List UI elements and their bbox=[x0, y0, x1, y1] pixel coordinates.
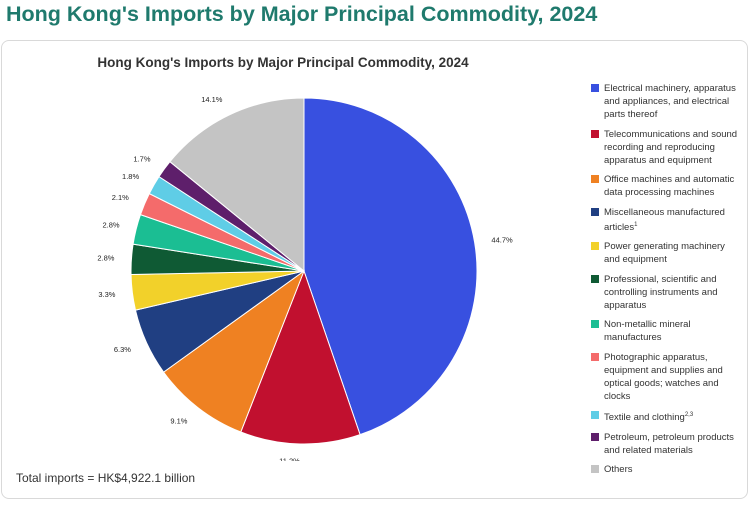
legend-item[interactable]: Petroleum, petroleum products and relate… bbox=[591, 431, 741, 457]
legend-footnote-marker: 1 bbox=[634, 221, 638, 228]
legend-label: Others bbox=[604, 464, 633, 476]
slice-value-label: 2.1% bbox=[112, 193, 129, 202]
legend-swatch bbox=[591, 129, 599, 138]
legend-swatch bbox=[591, 411, 599, 420]
legend-label: Textile and clothing2,3 bbox=[604, 412, 694, 424]
legend-footnote-marker: 2,3 bbox=[684, 412, 694, 419]
legend-swatch bbox=[591, 274, 599, 283]
slice-value-label: 9.1% bbox=[170, 417, 187, 426]
slice-value-label: 6.3% bbox=[114, 345, 131, 354]
slice-value-label: 11.2% bbox=[279, 456, 300, 461]
legend-swatch bbox=[591, 242, 599, 251]
legend-swatch bbox=[591, 84, 599, 92]
legend-label: Electrical machinery, apparatus and appl… bbox=[604, 83, 736, 120]
pie-slice[interactable] bbox=[240, 269, 361, 445]
legend-swatch bbox=[591, 175, 599, 183]
legend-swatch bbox=[591, 207, 599, 216]
legend-label: Power generating machinery and equipment bbox=[604, 241, 725, 266]
slice-value-label: 2.8% bbox=[97, 254, 114, 263]
legend-label: Petroleum, petroleum products and relate… bbox=[604, 431, 734, 456]
slice-value-label: 2.8% bbox=[103, 221, 120, 230]
pie-slice[interactable] bbox=[162, 269, 306, 433]
slice-value-label: 1.8% bbox=[122, 172, 139, 181]
total-imports-note: Total imports = HK$4,922.1 billion bbox=[16, 471, 196, 485]
legend-item[interactable]: Non-metallic mineral manufactures bbox=[591, 318, 741, 344]
legend-label: Non-metallic mineral manufactures bbox=[604, 319, 691, 344]
legend-swatch bbox=[591, 432, 599, 441]
page-heading: Hong Kong's Imports by Major Principal C… bbox=[6, 2, 598, 26]
chart-title: Hong Kong's Imports by Major Principal C… bbox=[97, 55, 469, 70]
legend-swatch bbox=[591, 352, 599, 361]
legend-item[interactable]: Textile and clothing2,3 bbox=[591, 409, 741, 424]
pie-slice[interactable] bbox=[169, 97, 305, 273]
chart-legend: Electrical machinery, apparatus and appl… bbox=[591, 82, 741, 483]
slice-value-label: 3.3% bbox=[98, 290, 115, 299]
legend-item[interactable]: Miscellaneous manufactured articles1 bbox=[591, 206, 741, 234]
legend-label: Professional, scientific and controlling… bbox=[604, 273, 718, 311]
legend-item[interactable]: Telecommunications and sound recording a… bbox=[591, 128, 741, 167]
slice-value-label: 44.7% bbox=[491, 235, 513, 244]
legend-swatch bbox=[591, 320, 599, 329]
legend-item[interactable]: Others bbox=[591, 463, 741, 476]
legend-swatch bbox=[591, 465, 599, 474]
legend-item[interactable]: Electrical machinery, apparatus and appl… bbox=[591, 82, 741, 121]
legend-label: Office machines and automatic data proce… bbox=[604, 174, 735, 198]
chart-card: Hong Kong's Imports by Major Principal C… bbox=[1, 40, 748, 499]
legend-item[interactable]: Photographic apparatus, equipment and su… bbox=[591, 351, 741, 403]
legend-item[interactable]: Office machines and automatic data proce… bbox=[591, 173, 741, 199]
slice-value-label: 1.7% bbox=[133, 154, 150, 163]
legend-label: Telecommunications and sound recording a… bbox=[604, 128, 738, 166]
legend-item[interactable]: Professional, scientific and controlling… bbox=[591, 273, 741, 312]
slice-value-label: 14.1% bbox=[201, 95, 223, 104]
legend-label: Photographic apparatus, equipment and su… bbox=[604, 351, 723, 402]
pie-chart: 44.7% 11.2% 9.1% 6.3% 3.3% 2.8% 2.8% 2.1% 1.8% 1.… bbox=[97, 95, 513, 461]
legend-item[interactable]: Power generating machinery and equipment bbox=[591, 240, 741, 266]
pie-slice[interactable] bbox=[303, 97, 478, 436]
legend-label: Miscellaneous manufactured articles1 bbox=[604, 206, 725, 233]
